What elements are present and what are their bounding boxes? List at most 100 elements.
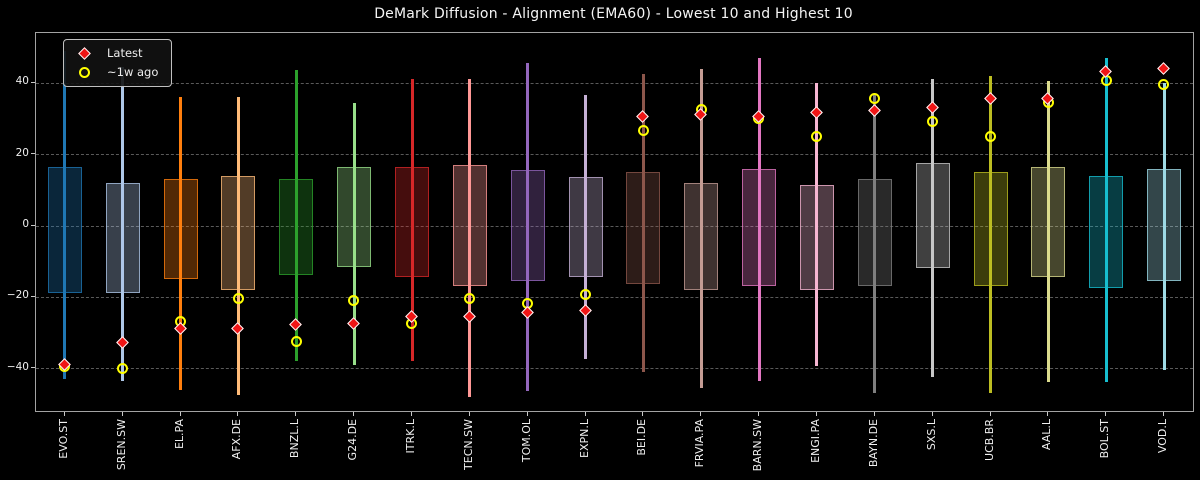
x-tick-mark [295,412,297,416]
week-ago-marker [232,292,244,304]
week-ago-marker [464,292,476,304]
latest-marker [347,316,361,330]
x-tick-label: EXPN.L [577,419,591,458]
legend-label-latest: Latest [107,46,143,60]
x-tick-label: BOL.ST [1098,419,1112,459]
x-tick-mark [873,412,875,416]
whisker-line [873,93,877,394]
x-tick-mark [1047,412,1049,416]
x-tick-mark [584,412,586,416]
latest-marker [1157,61,1170,75]
plot-area: Latest ~1w ago [35,32,1194,412]
x-tick-label: AAL.L [1040,419,1054,451]
x-tick-label: BAYN.DE [866,419,880,468]
whisker-line [526,63,530,392]
latest-marker [115,336,129,350]
y-tick-label: 40 [15,75,29,88]
x-tick-mark [989,412,991,416]
grid-line [36,368,1193,370]
y-tick-mark [31,81,35,83]
week-ago-marker [926,116,938,128]
latest-marker [636,109,650,123]
x-tick-label: EVO.ST [56,419,70,459]
legend-item-week-ago: ~1w ago [73,65,158,79]
x-tick-label: FRVIA.PA [693,419,707,468]
week-ago-marker [290,335,302,347]
whisker-line [294,70,298,362]
x-tick-mark [179,412,181,416]
latest-diamond-icon [73,46,95,60]
whisker-line [410,79,414,362]
whisker-line [352,102,356,365]
week-ago-marker [984,130,996,142]
y-tick-mark [31,295,35,297]
x-tick-label: BARN.SW [751,419,765,472]
latest-marker [867,104,881,118]
week-ago-marker [579,289,591,301]
legend: Latest ~1w ago [63,39,173,87]
whisker-line [641,74,645,372]
grid-line [36,296,1193,298]
x-tick-label: BEI.DE [635,419,649,456]
week-ago-marker [1158,79,1170,90]
whisker-line [699,68,703,388]
x-tick-label: TECN.SW [461,419,475,470]
y-tick-label: 0 [22,218,29,231]
x-tick-mark [931,412,933,416]
latest-marker [231,322,245,335]
latest-marker [463,309,476,323]
whisker-line [584,95,588,360]
x-tick-mark [121,412,123,416]
whisker-line [1162,82,1166,370]
x-tick-mark [1105,412,1107,416]
x-tick-mark [411,412,413,416]
week-ago-marker [117,362,129,374]
whisker-line [179,97,183,390]
week-ago-marker [348,294,360,306]
whisker-line [931,79,935,378]
week-ago-marker [637,125,649,137]
latest-marker [578,304,592,318]
y-tick-mark [31,153,35,155]
whisker-line [121,66,125,381]
week-ago-marker [869,93,881,105]
chart-title: DeMark Diffusion - Alignment (EMA60) - L… [374,6,853,22]
x-tick-label: AFX.DE [230,419,244,460]
whisker-line [757,57,761,381]
grid-line [36,225,1193,227]
y-tick-mark [31,224,35,226]
y-tick-mark [31,367,35,369]
x-tick-label: G24.DE [346,419,360,461]
x-tick-label: VOD.L [1156,419,1170,454]
whisker-line [1046,81,1050,383]
x-tick-mark [815,412,817,416]
x-tick-mark [642,412,644,416]
x-tick-label: ENGI.PA [808,419,822,463]
x-tick-label: TOM.OL [519,419,533,463]
latest-marker [983,92,997,105]
x-tick-label: EL.PA [172,419,186,450]
x-tick-mark [237,412,239,416]
latest-marker [289,318,303,332]
whisker-line [815,82,819,367]
y-tick-label: −40 [6,360,29,373]
latest-marker [810,106,823,120]
x-tick-mark [1163,412,1165,416]
y-tick-label: 20 [15,146,29,159]
whisker-line [236,97,240,395]
grid-line [36,154,1193,156]
latest-marker [925,101,939,114]
legend-label-week-ago: ~1w ago [107,65,159,79]
x-tick-mark [758,412,760,416]
x-tick-label: SXS.L [924,419,938,451]
x-tick-label: ITRK.L [404,419,418,454]
latest-marker [520,306,534,319]
x-tick-mark [700,412,702,416]
x-tick-mark [468,412,470,416]
x-tick-mark [353,412,355,416]
legend-item-latest: Latest [73,46,158,60]
y-tick-label: −20 [6,289,29,302]
grid-line [36,82,1193,84]
x-tick-mark [526,412,528,416]
whisker-line [1104,57,1108,383]
